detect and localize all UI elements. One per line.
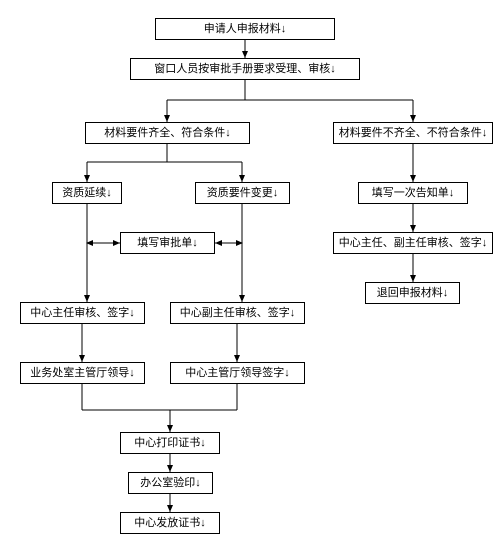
node-director-sign: 中心主任审核、签字↓ — [20, 302, 145, 324]
node-biz-office-leader: 业务处室主管厅领导↓ — [20, 362, 145, 384]
node-return-materials: 退回申报材料↓ — [365, 282, 460, 304]
node-print-cert: 中心打印证书↓ — [120, 432, 220, 454]
node-dir-deputy-sign: 中心主任、副主任审核、签字↓ — [333, 232, 493, 254]
node-one-time-notice: 填写一次告知单↓ — [358, 182, 468, 204]
node-center-leader-sign: 中心主管厅领导签字↓ — [170, 362, 305, 384]
node-window-review: 窗口人员按审批手册要求受理、审核↓ — [130, 58, 360, 80]
node-incomplete: 材料要件不齐全、不符合条件↓ — [333, 122, 493, 144]
node-complete-ok: 材料要件齐全、符合条件↓ — [85, 122, 250, 144]
node-fill-approval: 填写审批单↓ — [120, 232, 215, 254]
node-qual-renewal: 资质延续↓ — [52, 182, 122, 204]
node-deputy-sign: 中心副主任审核、签字↓ — [170, 302, 305, 324]
node-issue-cert: 中心发放证书↓ — [120, 512, 220, 534]
node-apply-materials: 申请人申报材料↓ — [155, 18, 335, 40]
node-office-seal: 办公室验印↓ — [128, 472, 213, 494]
node-qual-change: 资质要件变更↓ — [195, 182, 290, 204]
